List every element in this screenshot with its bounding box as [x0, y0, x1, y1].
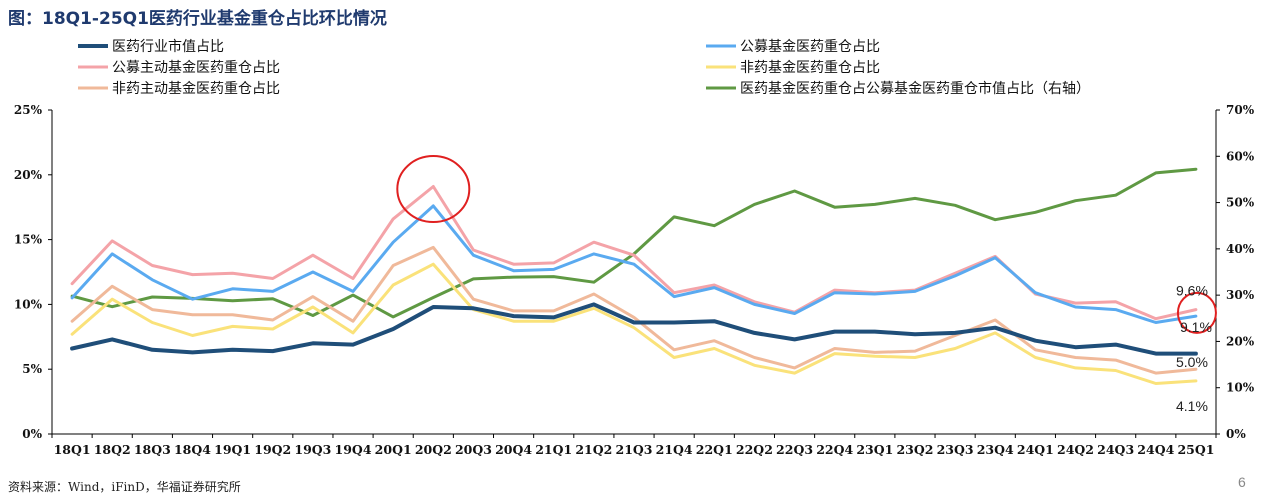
legend-label: 非药基金医药重仓占比: [740, 59, 880, 76]
x-tick-label: 18Q1: [54, 442, 91, 457]
end-value-label: 4.1%: [1176, 398, 1208, 414]
y-right-tick-label: 40%: [1226, 242, 1255, 256]
x-tick-label: 25Q1: [1177, 442, 1214, 457]
x-tick-label: 21Q2: [575, 442, 612, 457]
y-right-tick-label: 70%: [1226, 103, 1255, 117]
axes: 0% 5% 10% 15% 20% 25% 0% 10% 20% 30% 40% 50% 60% 70% 1…: [14, 103, 1255, 457]
x-tick-label: 22Q4: [816, 442, 853, 457]
y-right-tick-label: 30%: [1226, 288, 1255, 302]
y-left-tick-label: 25%: [14, 103, 43, 117]
x-tick-label: 24Q4: [1137, 442, 1174, 457]
end-value-label: 5.0%: [1176, 354, 1208, 370]
chart-title: 图：18Q1-25Q1医药行业基金重仓占比环比情况: [8, 9, 387, 29]
y-left-tick-label: 20%: [14, 168, 43, 182]
x-tick-label: 22Q2: [736, 442, 773, 457]
page-number: 6: [1238, 474, 1246, 490]
y-right-tick-label: 10%: [1226, 381, 1255, 395]
y-left-tick-label: 0%: [22, 427, 42, 441]
x-tick-label: 21Q1: [535, 442, 572, 457]
x-tick-label: 18Q4: [174, 442, 211, 457]
x-tick-label: 20Q1: [375, 442, 412, 457]
x-tick-label: 20Q2: [415, 442, 452, 457]
x-tick-label: 20Q3: [455, 442, 492, 457]
x-tick-label: 21Q3: [616, 442, 653, 457]
end-value-label: 9.1%: [1180, 319, 1212, 335]
x-tick-label: 19Q3: [294, 442, 331, 457]
x-tick-label: 19Q2: [254, 442, 291, 457]
x-tick-label: 24Q2: [1057, 442, 1094, 457]
annotations: 9.6% 9.1% 5.0% 4.1%: [396, 155, 1217, 414]
source-note: 资料来源：Wind，iFinD，华福证券研究所: [8, 480, 241, 494]
x-tick-label: 21Q4: [656, 442, 693, 457]
series-line: [70, 204, 1198, 324]
y-left-tick-label: 5%: [22, 362, 42, 376]
series-line: [70, 262, 1198, 385]
y-left-tick-label: 15%: [14, 233, 43, 247]
y-right-tick-label: 0%: [1226, 427, 1246, 441]
legend-label: 医药基金医药重仓占公募基金医药重仓市值占比（右轴）: [740, 80, 1090, 97]
y-right-tick-label: 50%: [1226, 196, 1255, 210]
x-tick-label: 23Q3: [937, 442, 974, 457]
legend-label: 非药主动基金医药重仓占比: [112, 80, 280, 97]
y-right-tick-label: 60%: [1226, 149, 1255, 163]
x-tick-label: 24Q1: [1017, 442, 1054, 457]
series-line: [70, 302, 1198, 356]
series-line: [70, 167, 1198, 319]
x-tick-label: 23Q1: [856, 442, 893, 457]
x-tick-label: 19Q1: [214, 442, 251, 457]
y-right-tick-label: 20%: [1226, 334, 1255, 348]
series-lines: [70, 167, 1198, 385]
x-tick-label: 24Q3: [1097, 442, 1134, 457]
y-left-tick-label: 10%: [14, 297, 43, 311]
x-tick-label: 23Q4: [977, 442, 1014, 457]
x-tick-label: 18Q3: [134, 442, 171, 457]
highlight-circle-25q1: [1176, 291, 1217, 334]
x-tick-label: 18Q2: [94, 442, 131, 457]
legend-label: 公募基金医药重仓占比: [740, 38, 880, 55]
x-tick-label: 22Q1: [696, 442, 733, 457]
end-value-label: 9.6%: [1176, 283, 1208, 299]
highlight-circle-20q2: [396, 155, 471, 224]
legend-label: 公募主动基金医药重仓占比: [112, 59, 280, 76]
x-tick-label: 20Q4: [495, 442, 532, 457]
x-tick-label: 23Q2: [896, 442, 933, 457]
legend-label: 医药行业市值占比: [112, 38, 224, 55]
x-tick-label: 19Q4: [335, 442, 372, 457]
x-tick-label: 22Q3: [776, 442, 813, 457]
